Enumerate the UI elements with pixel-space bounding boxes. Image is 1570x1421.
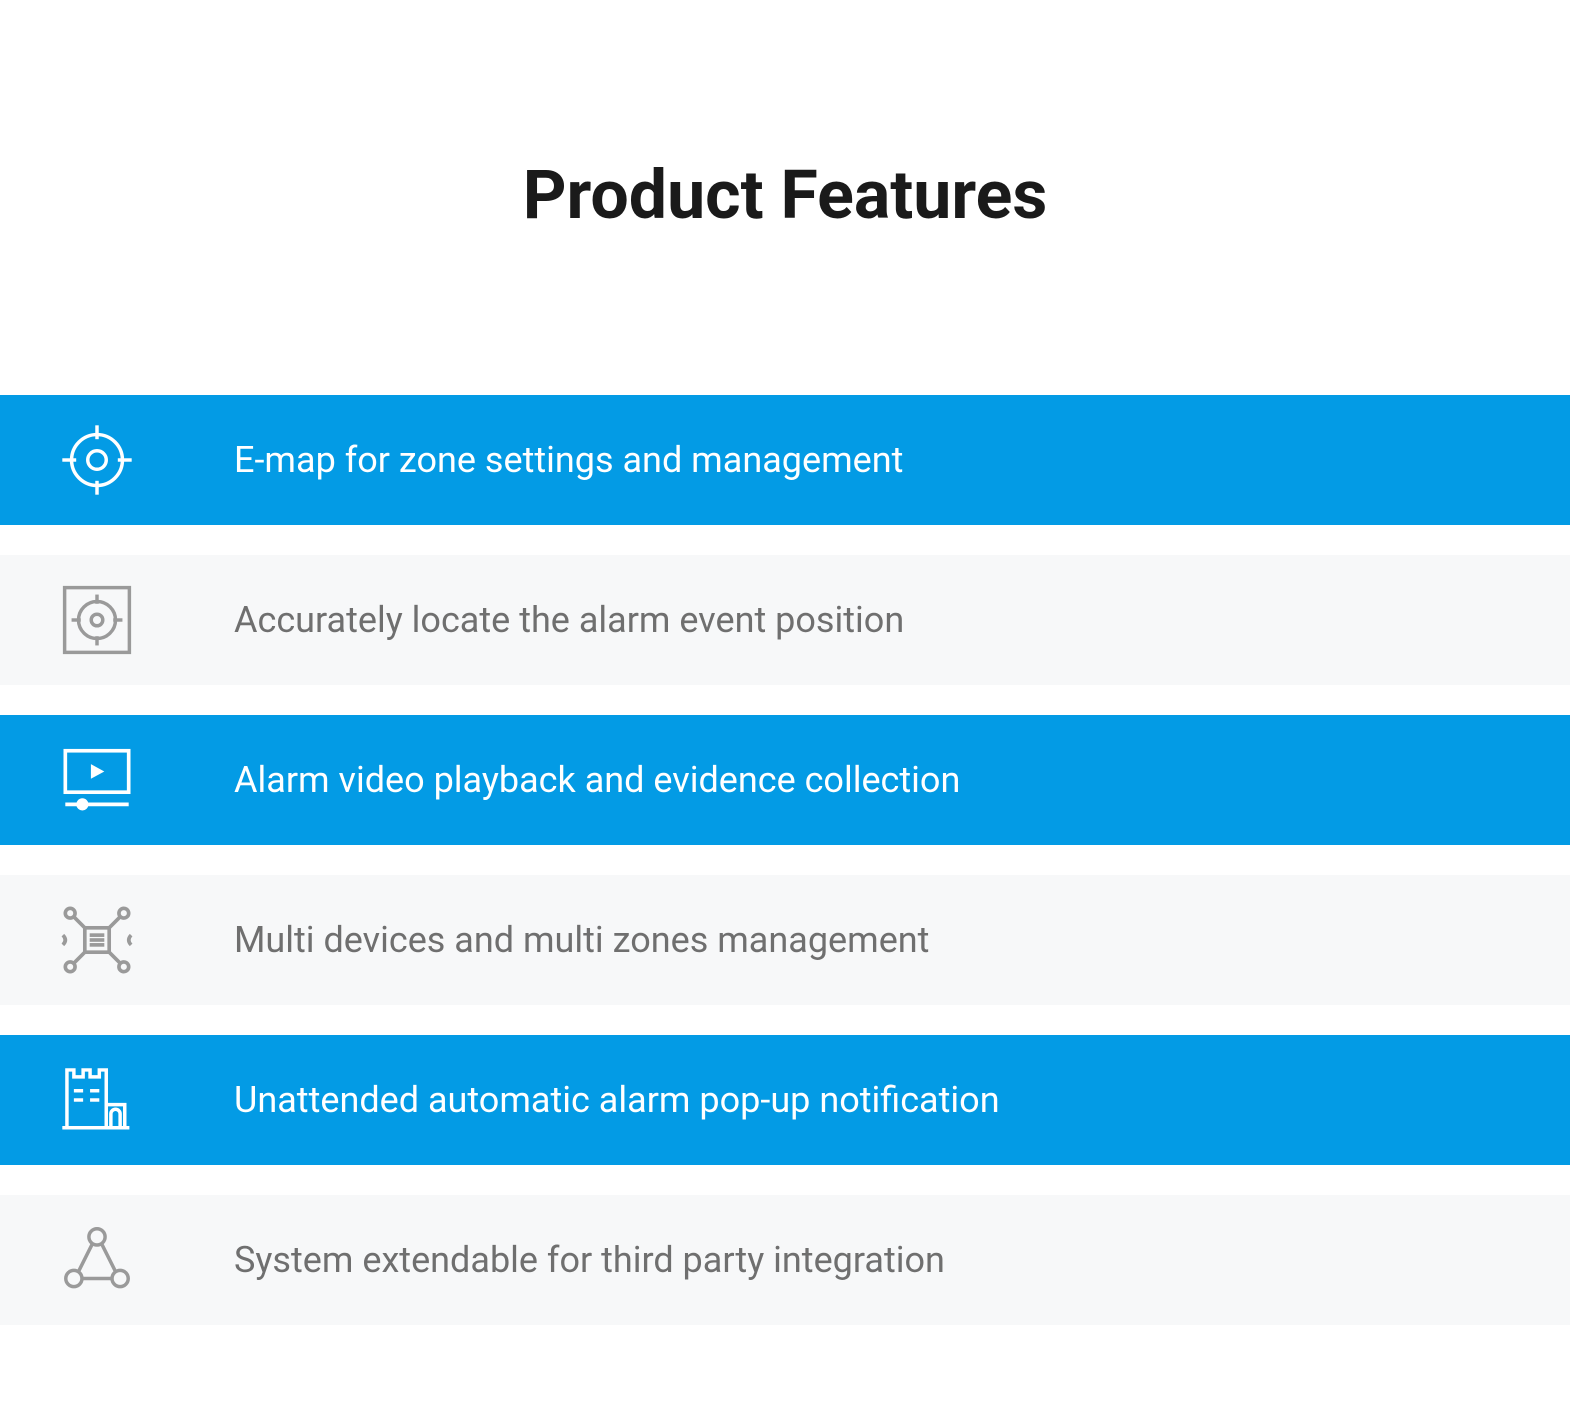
feature-label: Multi devices and multi zones management xyxy=(234,919,929,961)
network-icon xyxy=(55,1218,139,1302)
feature-label: System extendable for third party integr… xyxy=(234,1239,945,1281)
feature-label: Unattended automatic alarm pop-up notifi… xyxy=(234,1079,1000,1121)
playback-icon xyxy=(55,738,139,822)
target-icon xyxy=(55,418,139,502)
feature-label: Accurately locate the alarm event positi… xyxy=(234,599,904,641)
feature-label: Alarm video playback and evidence collec… xyxy=(234,759,960,801)
multizone-icon xyxy=(55,898,139,982)
feature-row: E-map for zone settings and management xyxy=(0,395,1570,525)
feature-label: E-map for zone settings and management xyxy=(234,439,903,481)
feature-row: Alarm video playback and evidence collec… xyxy=(0,715,1570,845)
feature-row: Multi devices and multi zones management xyxy=(0,875,1570,1005)
castle-icon xyxy=(55,1058,139,1142)
feature-row: System extendable for third party integr… xyxy=(0,1195,1570,1325)
feature-row: Accurately locate the alarm event positi… xyxy=(0,555,1570,685)
feature-row: Unattended automatic alarm pop-up notifi… xyxy=(0,1035,1570,1165)
page-title: Product Features xyxy=(0,0,1570,395)
locate-icon xyxy=(55,578,139,662)
